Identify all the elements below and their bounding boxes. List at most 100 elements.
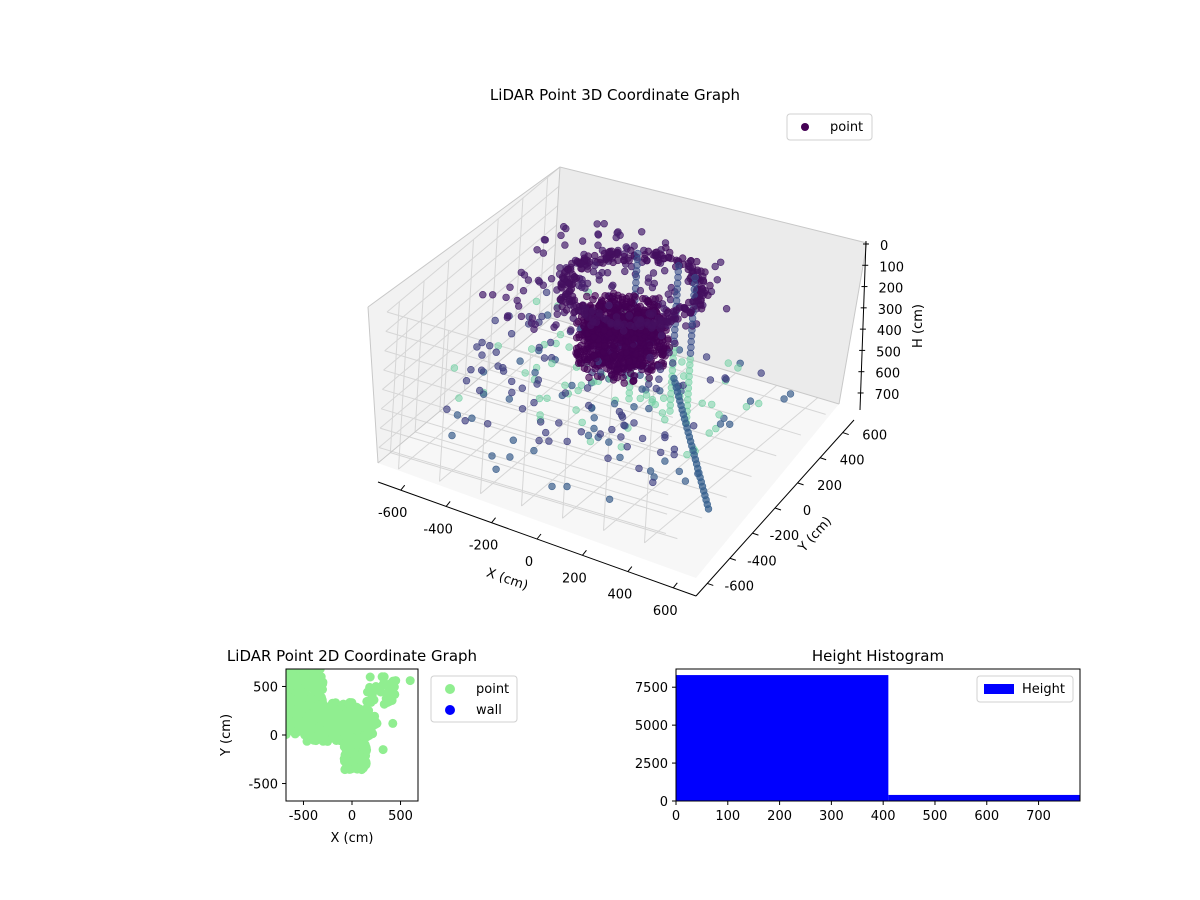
point-2d (309, 686, 319, 696)
point-3d (548, 482, 556, 491)
legend-2d[interactable]: point wall (430, 675, 518, 723)
point-3d (584, 431, 593, 440)
point-3d (612, 313, 621, 321)
point-3d (662, 244, 670, 252)
point-3d (630, 335, 638, 343)
ticks-histogram: 0 100 200 300 400 500 600 700 0 2500 5000 7500 (635, 681, 1051, 824)
point-3d (530, 398, 538, 407)
point-3d (593, 220, 601, 228)
point-3d (477, 366, 486, 374)
histogram-bar (676, 675, 889, 801)
y-axis-label-2d: Y (cm) (219, 714, 234, 757)
point-3d (637, 228, 646, 236)
point-2d (313, 724, 323, 734)
point-3d (716, 258, 725, 266)
point-3d (622, 294, 631, 303)
point-3d (489, 291, 497, 299)
point-2d (391, 676, 401, 686)
point-3d (620, 421, 628, 429)
y-tick-histogram: 2500 (635, 757, 668, 772)
point-2d (365, 672, 375, 682)
point-3d (542, 288, 551, 297)
point-2d (339, 710, 349, 720)
point-3d (492, 348, 500, 356)
point-3d (450, 364, 459, 372)
legend-3d[interactable]: point (786, 113, 873, 141)
point-3d (561, 241, 569, 249)
point-3d (633, 249, 642, 258)
histogram-bars (676, 675, 1080, 801)
point-3d (757, 369, 765, 377)
point-3d (706, 376, 715, 384)
point-3d (633, 304, 641, 312)
point-3d (661, 457, 669, 465)
point-3d (539, 249, 548, 257)
z-tick-3d: 300 (878, 303, 903, 318)
point-3d (527, 345, 536, 353)
legend-2d-marker-wall (445, 705, 455, 715)
point-3d (692, 297, 700, 305)
point-3d (734, 364, 742, 372)
point-3d (455, 394, 463, 402)
point-3d (528, 314, 537, 322)
point-2d (301, 669, 310, 678)
point-3d (479, 291, 487, 299)
z-tick-3d: 200 (878, 282, 903, 297)
point-3d (698, 399, 706, 407)
point-3d (754, 399, 763, 408)
point-3d (536, 418, 545, 426)
ticks-2d: -500 0 500 -500 0 500 (248, 680, 412, 824)
x-tick-3d: 600 (653, 604, 678, 619)
point-3d (615, 301, 623, 310)
point-3d (715, 411, 723, 419)
point-3d (656, 448, 665, 457)
point-3d (605, 301, 613, 310)
point-3d (630, 419, 638, 427)
point-3d (655, 294, 663, 302)
point-3d (572, 301, 580, 310)
point-3d (655, 343, 664, 351)
point-3d (644, 247, 652, 256)
x-tick-histogram: 400 (871, 809, 896, 824)
point-2d (405, 676, 415, 686)
point-3d (552, 321, 560, 329)
point-3d (701, 287, 709, 295)
point-3d (617, 411, 626, 419)
point-3d (746, 397, 755, 405)
point-3d (658, 409, 667, 417)
point-3d (636, 316, 645, 324)
point-3d (590, 352, 598, 360)
point-2d (286, 669, 293, 678)
point-3d (545, 437, 553, 445)
point-3d (605, 495, 614, 503)
plot-2d: LiDAR Point 2D Coordinate Graph -500 0 500… (219, 647, 518, 846)
x-tick-3d: -400 (423, 522, 453, 537)
point-3d (649, 269, 658, 277)
histogram: Height Histogram 0 100 200 300 400 500 600 7000… (635, 647, 1081, 824)
legend-2d-marker-point (445, 684, 455, 694)
point-3d (530, 446, 538, 455)
point-3d (624, 254, 632, 262)
point-2d (301, 721, 311, 731)
point-3d (578, 418, 586, 427)
point-3d (630, 403, 638, 411)
legend-3d-label: point (830, 120, 863, 135)
point-2d (366, 716, 376, 726)
point-3d (521, 369, 529, 377)
point-3d (561, 381, 569, 389)
point-3d (443, 405, 451, 413)
point-3d (625, 312, 633, 320)
point-3d (591, 365, 599, 373)
point-3d (674, 315, 682, 323)
y-tick-histogram: 7500 (635, 681, 668, 696)
point-3d (577, 428, 585, 436)
z-tick-3d: 100 (879, 260, 904, 275)
point-3d (665, 248, 674, 257)
y-tick-2d: 500 (253, 680, 278, 695)
y-tick-3d: -200 (770, 529, 800, 544)
point-3d (571, 308, 579, 316)
point-3d (468, 414, 476, 422)
legend-histogram[interactable]: Height (976, 675, 1074, 703)
point-3d (635, 464, 643, 473)
y-tick-histogram: 0 (660, 795, 668, 810)
